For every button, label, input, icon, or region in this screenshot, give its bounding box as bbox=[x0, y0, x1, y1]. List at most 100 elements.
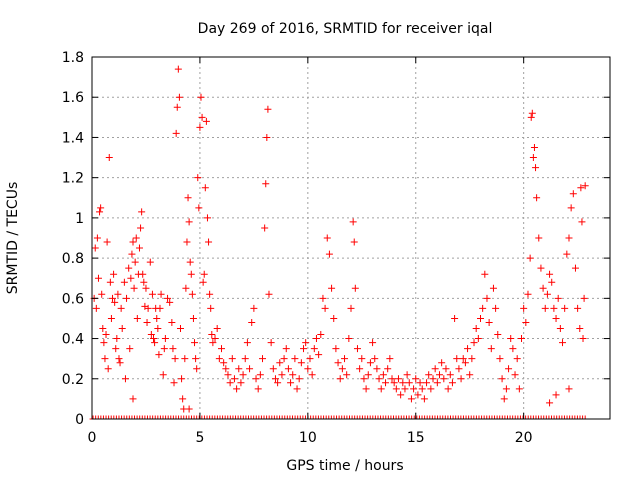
data-point bbox=[362, 385, 370, 393]
data-point bbox=[373, 365, 381, 373]
data-point bbox=[112, 345, 120, 353]
data-point bbox=[110, 270, 118, 278]
data-point bbox=[578, 218, 586, 226]
data-point bbox=[295, 375, 303, 383]
y-tick-label: 0.2 bbox=[62, 372, 84, 388]
data-point bbox=[171, 355, 179, 363]
data-point bbox=[360, 375, 368, 383]
data-point bbox=[170, 379, 178, 387]
x-tick-label: 10 bbox=[299, 430, 317, 446]
data-point bbox=[364, 371, 372, 379]
data-point bbox=[446, 371, 454, 379]
data-point bbox=[114, 290, 122, 298]
data-point bbox=[106, 278, 114, 286]
data-point bbox=[269, 365, 277, 373]
data-point bbox=[211, 335, 219, 343]
data-point bbox=[308, 371, 316, 379]
data-point bbox=[375, 375, 383, 383]
x-tick-label: 15 bbox=[407, 430, 425, 446]
data-point bbox=[166, 298, 174, 306]
data-point bbox=[440, 375, 448, 383]
data-point bbox=[546, 399, 554, 407]
data-point bbox=[496, 355, 504, 363]
data-point bbox=[349, 218, 357, 226]
data-point bbox=[153, 314, 161, 322]
data-point bbox=[191, 339, 199, 347]
data-point bbox=[431, 365, 439, 373]
data-point bbox=[115, 355, 123, 363]
data-point bbox=[356, 365, 364, 373]
data-point bbox=[382, 379, 390, 387]
x-axis-label: GPS time / hours bbox=[286, 458, 403, 474]
data-point bbox=[282, 345, 290, 353]
data-point bbox=[175, 93, 183, 101]
data-point bbox=[164, 294, 172, 302]
data-point bbox=[481, 270, 489, 278]
data-point bbox=[343, 371, 351, 379]
data-point bbox=[442, 365, 450, 373]
data-point bbox=[206, 290, 214, 298]
data-point bbox=[546, 270, 554, 278]
data-point bbox=[207, 304, 215, 312]
data-point bbox=[135, 244, 143, 252]
data-point bbox=[317, 331, 325, 339]
data-point bbox=[199, 278, 207, 286]
data-point bbox=[559, 339, 567, 347]
data-point bbox=[209, 339, 217, 347]
y-tick-label: 1.6 bbox=[62, 90, 84, 106]
data-point bbox=[410, 385, 418, 393]
data-point bbox=[414, 391, 422, 399]
data-point bbox=[366, 359, 374, 367]
data-point bbox=[302, 339, 310, 347]
data-point bbox=[487, 345, 495, 353]
data-point bbox=[128, 250, 136, 258]
data-point bbox=[500, 395, 508, 403]
data-point bbox=[405, 379, 413, 387]
data-point bbox=[529, 154, 537, 162]
data-point bbox=[407, 395, 415, 403]
data-point bbox=[218, 345, 225, 353]
data-point bbox=[160, 345, 168, 353]
x-tick-label: 0 bbox=[88, 430, 97, 446]
data-point bbox=[132, 234, 140, 242]
data-point bbox=[262, 180, 270, 188]
data-point bbox=[541, 304, 549, 312]
data-point bbox=[118, 325, 126, 332]
data-point bbox=[323, 234, 331, 242]
data-point bbox=[172, 129, 180, 137]
data-point bbox=[379, 371, 387, 379]
data-point bbox=[198, 113, 206, 121]
data-point bbox=[577, 184, 585, 192]
data-point bbox=[448, 379, 456, 387]
data-point bbox=[250, 304, 258, 312]
data-point bbox=[129, 395, 137, 403]
data-point bbox=[130, 284, 138, 292]
data-point bbox=[274, 379, 282, 387]
data-point bbox=[99, 325, 107, 332]
data-point bbox=[93, 234, 101, 242]
data-point bbox=[312, 335, 320, 343]
data-point bbox=[539, 284, 547, 292]
data-point bbox=[464, 345, 472, 353]
data-point bbox=[97, 204, 105, 212]
data-point bbox=[492, 304, 500, 312]
data-point bbox=[561, 304, 569, 312]
data-point bbox=[477, 314, 484, 322]
data-point bbox=[435, 371, 443, 379]
data-point bbox=[369, 339, 377, 347]
data-point bbox=[530, 144, 538, 151]
data-point bbox=[444, 385, 452, 393]
y-axis-ticks: 0 0.2 0.4 0.6 0.8 1 1.2 1.4 1.6 1.8 bbox=[62, 50, 610, 428]
data-point bbox=[527, 113, 535, 121]
data-point bbox=[178, 375, 186, 383]
data-point bbox=[137, 224, 145, 232]
data-point bbox=[472, 325, 480, 332]
data-point bbox=[284, 365, 292, 373]
data-point bbox=[252, 375, 260, 383]
data-point bbox=[433, 379, 441, 387]
data-point bbox=[522, 318, 530, 326]
data-point bbox=[184, 194, 192, 202]
data-point bbox=[451, 314, 459, 322]
data-point bbox=[353, 345, 361, 353]
data-point bbox=[186, 258, 194, 266]
